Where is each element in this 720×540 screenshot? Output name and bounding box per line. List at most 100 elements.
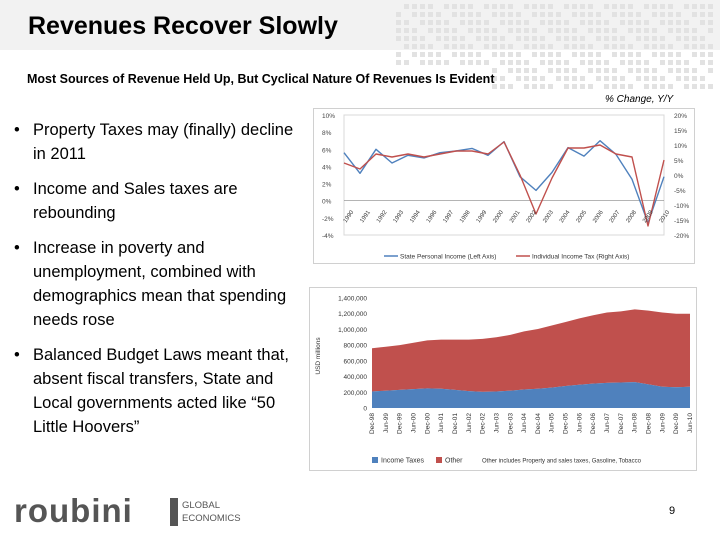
- pattern-dot: [692, 68, 697, 73]
- pattern-dot: [492, 44, 497, 49]
- pattern-dot: [508, 4, 513, 9]
- pattern-dot: [628, 44, 633, 49]
- pattern-dot: [436, 52, 441, 57]
- pattern-dot: [580, 84, 585, 89]
- x-tick-label: 2005: [576, 209, 589, 224]
- pattern-dot: [516, 36, 521, 41]
- pattern-dot: [692, 52, 697, 57]
- pattern-dot: [556, 28, 561, 33]
- pattern-dot: [588, 20, 593, 25]
- revenue-area-chart-svg: 1,400,000 1,200,000 1,000,000 800,000 600,00…: [315, 296, 694, 465]
- pattern-dot: [508, 20, 513, 25]
- pattern-dot: [476, 60, 481, 65]
- right-axis-tick-label: 20%: [674, 113, 687, 120]
- logo-line-2: ECONOMICS: [182, 513, 241, 524]
- pattern-dot: [524, 84, 529, 89]
- pattern-dot: [548, 60, 553, 65]
- pattern-dot: [660, 84, 665, 89]
- pattern-dot: [644, 60, 649, 65]
- bullet-text: Increase in poverty and unemployment, co…: [33, 239, 287, 329]
- pattern-dot: [492, 68, 497, 73]
- pattern-dot: [580, 60, 585, 65]
- pattern-dot: [532, 12, 537, 17]
- pattern-dot: [612, 84, 617, 89]
- pattern-dot: [548, 4, 553, 9]
- pattern-dot: [604, 84, 609, 89]
- pattern-dot: [652, 52, 657, 57]
- pattern-dot: [636, 36, 641, 41]
- pattern-dot: [564, 68, 569, 73]
- pattern-dot: [692, 84, 697, 89]
- x-tick-label: Dec-98: [369, 413, 376, 434]
- bullet-text: Income and Sales taxes are rebounding: [33, 180, 238, 222]
- decorative-dot-pattern: [396, 4, 713, 89]
- pattern-dot: [524, 44, 529, 49]
- pattern-dot: [508, 12, 513, 17]
- pattern-dot: [588, 84, 593, 89]
- x-tick-label: Dec-04: [535, 413, 542, 434]
- x-tick-label: 1996: [426, 209, 439, 224]
- pattern-dot: [468, 28, 473, 33]
- pattern-dot: [684, 84, 689, 89]
- pattern-dot: [436, 60, 441, 65]
- pattern-dot: [548, 44, 553, 49]
- pattern-dot: [660, 12, 665, 17]
- pattern-dot: [644, 76, 649, 81]
- pattern-dot: [564, 28, 569, 33]
- pattern-dot: [444, 20, 449, 25]
- pattern-dot: [444, 4, 449, 9]
- pattern-dot: [524, 4, 529, 9]
- pattern-dot: [492, 12, 497, 17]
- pattern-dot: [452, 28, 457, 33]
- left-axis-tick-label: 8%: [322, 130, 332, 137]
- pattern-dot: [428, 4, 433, 9]
- pattern-dot: [628, 60, 633, 65]
- pattern-dot: [652, 28, 657, 33]
- pattern-dot: [668, 20, 673, 25]
- y-tick-label: 800,000: [344, 343, 368, 350]
- pattern-dot: [700, 44, 705, 49]
- pattern-dot: [612, 12, 617, 17]
- pattern-dot: [428, 44, 433, 49]
- pattern-dot: [700, 60, 705, 65]
- legend-label: Income Taxes: [381, 458, 425, 465]
- income-line-chart-svg: 10% 8% 6% 4% 2% 0% -2% -4% 20% 15% 10% 5% 0% -5% -10% -…: [322, 113, 689, 261]
- pattern-dot: [444, 36, 449, 41]
- right-axis-tick-label: 15%: [674, 128, 687, 135]
- pattern-dot: [708, 28, 713, 33]
- pattern-dot: [572, 4, 577, 9]
- pattern-dot: [532, 28, 537, 33]
- pattern-dot: [660, 76, 665, 81]
- logo-bar: [170, 498, 178, 526]
- pattern-dot: [652, 4, 657, 9]
- left-axis-tick-label: 2%: [322, 182, 332, 189]
- pattern-dot: [660, 20, 665, 25]
- pattern-dot: [700, 20, 705, 25]
- pattern-dot: [476, 20, 481, 25]
- pattern-dot: [508, 28, 513, 33]
- x-tick-label: Dec-99: [397, 413, 404, 434]
- pattern-dot: [644, 84, 649, 89]
- pattern-dot: [580, 44, 585, 49]
- pattern-dot: [612, 4, 617, 9]
- pattern-dot: [636, 28, 641, 33]
- pattern-dot: [628, 68, 633, 73]
- pattern-dot: [708, 12, 713, 17]
- right-axis-tick-label: 0%: [674, 173, 684, 180]
- pattern-dot: [540, 12, 545, 17]
- right-axis-tick-label: -5%: [674, 188, 686, 195]
- x-tick-label: 2004: [559, 209, 572, 224]
- pattern-dot: [644, 28, 649, 33]
- pattern-dot: [580, 20, 585, 25]
- pattern-dot: [564, 36, 569, 41]
- pattern-dot: [596, 68, 601, 73]
- pattern-dot: [572, 68, 577, 73]
- pattern-dot: [676, 12, 681, 17]
- slide-title: Revenues Recover Slowly: [28, 12, 338, 40]
- y-tick-label: 400,000: [344, 374, 368, 381]
- pattern-dot: [668, 68, 673, 73]
- pattern-dot: [452, 12, 457, 17]
- pattern-dot: [556, 36, 561, 41]
- pattern-dot: [540, 36, 545, 41]
- legend-label: Other: [445, 458, 463, 465]
